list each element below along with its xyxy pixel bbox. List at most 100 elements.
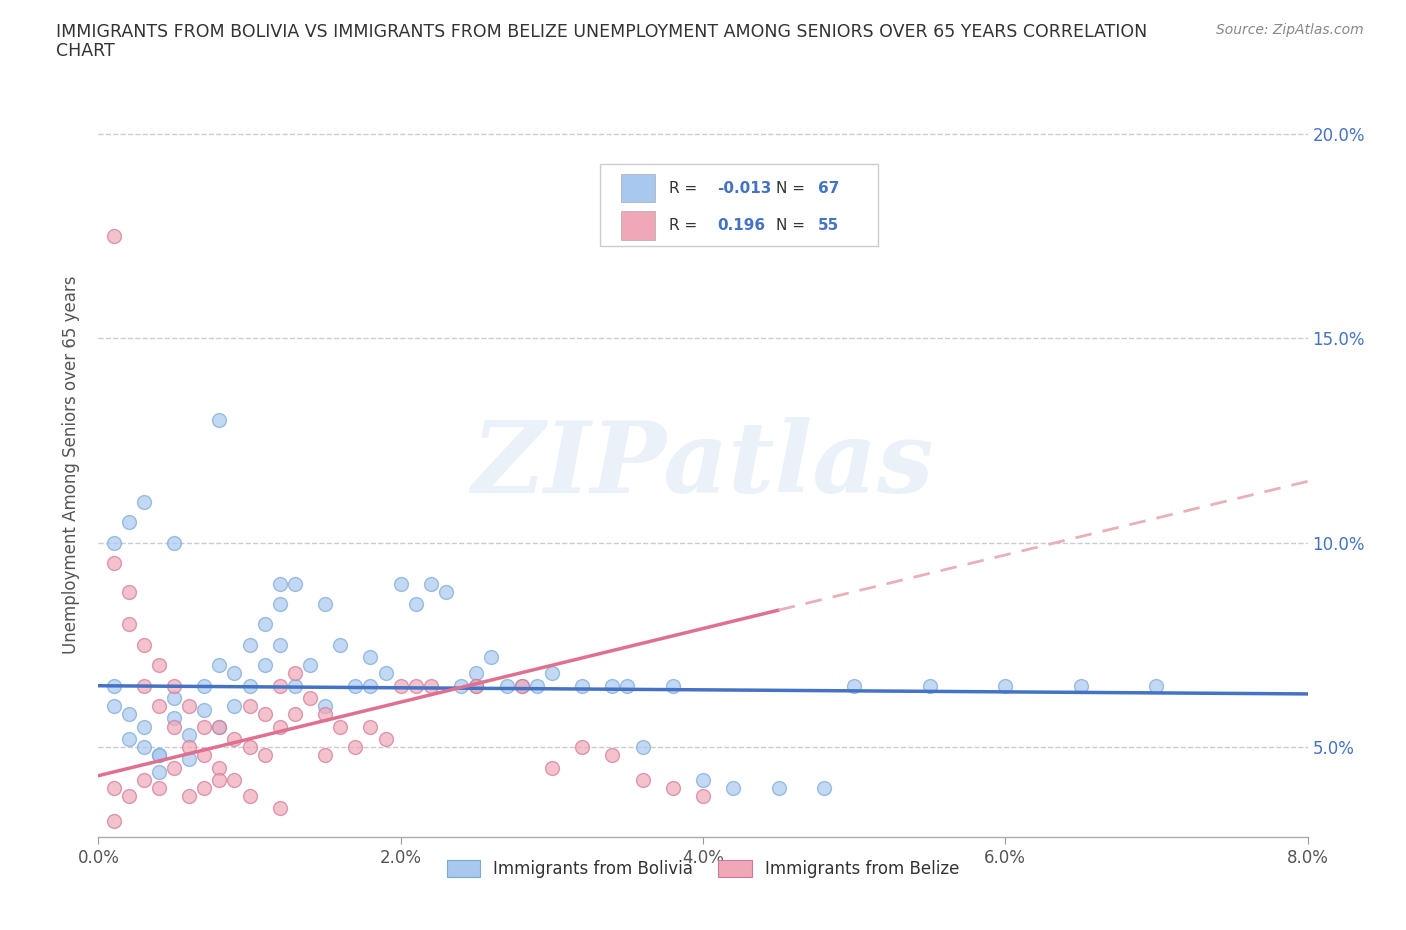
Point	[103, 813, 125, 828]
Point	[118, 707, 141, 722]
Point	[132, 495, 155, 510]
Point	[813, 780, 835, 795]
Point	[239, 739, 262, 754]
Point	[239, 789, 262, 804]
Text: N =: N =	[776, 180, 810, 195]
Point	[692, 789, 714, 804]
Point	[510, 678, 533, 693]
Point	[1146, 678, 1168, 693]
FancyBboxPatch shape	[621, 211, 655, 240]
Point	[616, 678, 638, 693]
Point	[602, 678, 624, 693]
Point	[434, 584, 457, 599]
Point	[465, 666, 488, 681]
Point	[239, 698, 262, 713]
Y-axis label: Unemployment Among Seniors over 65 years: Unemployment Among Seniors over 65 years	[62, 276, 80, 654]
Point	[253, 617, 276, 631]
Point	[284, 678, 307, 693]
Point	[389, 678, 412, 693]
Point	[208, 719, 231, 734]
Point	[344, 739, 367, 754]
Point	[768, 780, 790, 795]
Point	[329, 637, 352, 652]
Text: 0.196: 0.196	[717, 218, 766, 232]
Legend: Immigrants from Bolivia, Immigrants from Belize: Immigrants from Bolivia, Immigrants from…	[440, 853, 966, 884]
Point	[179, 789, 201, 804]
FancyBboxPatch shape	[600, 164, 879, 246]
Point	[179, 751, 201, 766]
Text: ZIPatlas: ZIPatlas	[472, 417, 934, 513]
Point	[224, 732, 246, 747]
Point	[631, 772, 654, 787]
Point	[239, 678, 262, 693]
Point	[405, 678, 427, 693]
Point	[314, 748, 336, 763]
Point	[132, 719, 155, 734]
Point	[661, 678, 683, 693]
Point	[118, 617, 141, 631]
Point	[692, 772, 714, 787]
Point	[193, 719, 215, 734]
Point	[269, 678, 291, 693]
Point	[193, 678, 215, 693]
Point	[299, 691, 322, 706]
Point	[253, 707, 276, 722]
Point	[571, 678, 593, 693]
Point	[374, 666, 396, 681]
Point	[329, 719, 352, 734]
Point	[495, 678, 517, 693]
Point	[602, 748, 624, 763]
Point	[179, 727, 201, 742]
Point	[389, 576, 412, 591]
Point	[103, 678, 125, 693]
Point	[314, 707, 336, 722]
Point	[269, 801, 291, 816]
Point	[224, 666, 246, 681]
Point	[118, 789, 141, 804]
Point	[163, 678, 186, 693]
Point	[723, 780, 745, 795]
Point	[163, 719, 186, 734]
Point	[253, 748, 276, 763]
Point	[918, 678, 941, 693]
Point	[163, 691, 186, 706]
Point	[631, 739, 654, 754]
Point	[269, 576, 291, 591]
Point	[224, 698, 246, 713]
Point	[284, 576, 307, 591]
Point	[103, 698, 125, 713]
Point	[132, 739, 155, 754]
Point	[540, 760, 562, 775]
Point	[314, 698, 336, 713]
Point	[374, 732, 396, 747]
Point	[118, 515, 141, 530]
Text: 55: 55	[818, 218, 839, 232]
Point	[420, 678, 443, 693]
Point	[103, 555, 125, 570]
Point	[208, 658, 231, 672]
Point	[571, 739, 593, 754]
Text: 67: 67	[818, 180, 839, 195]
FancyBboxPatch shape	[621, 174, 655, 203]
Point	[208, 719, 231, 734]
Point	[360, 719, 382, 734]
Point	[844, 678, 866, 693]
Point	[481, 650, 503, 665]
Point	[510, 678, 533, 693]
Text: R =: R =	[669, 180, 702, 195]
Point	[526, 678, 548, 693]
Text: -0.013: -0.013	[717, 180, 772, 195]
Point	[224, 772, 246, 787]
Point	[269, 719, 291, 734]
Point	[360, 650, 382, 665]
Point	[269, 637, 291, 652]
Point	[299, 658, 322, 672]
Point	[118, 584, 141, 599]
Point	[148, 748, 170, 763]
Point	[193, 748, 215, 763]
Text: CHART: CHART	[56, 42, 115, 60]
Text: N =: N =	[776, 218, 810, 232]
Point	[148, 698, 170, 713]
Point	[208, 413, 231, 428]
Point	[284, 666, 307, 681]
